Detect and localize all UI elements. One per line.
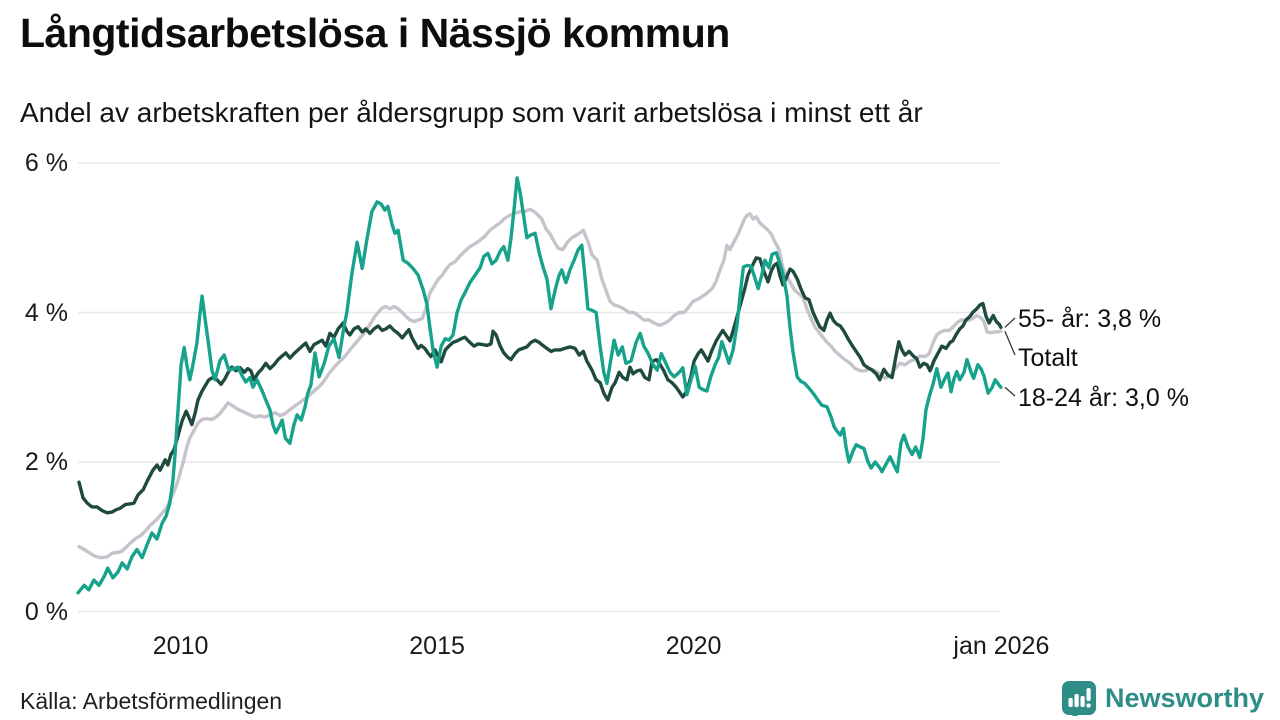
y-tick-label: 0 %: [24, 597, 68, 626]
source-credit: Källa: Arbetsförmedlingen: [20, 688, 283, 714]
bar-chart-exclamation-bubble-icon: [1061, 681, 1096, 716]
brand-logo: Newsworthy: [1061, 680, 1264, 716]
y-tick-label: 2 %: [24, 448, 68, 476]
label-connector: [1004, 317, 1016, 328]
x-tick-label: 2015: [409, 632, 465, 660]
page-title: Långtidsarbetslösa i Nässjö kommun: [20, 10, 730, 56]
y-tick-label: 4 %: [24, 298, 68, 327]
series-line-Totalt: [77, 207, 1003, 560]
x-tick-label: 2010: [152, 632, 209, 660]
x-tick-label: 2020: [665, 632, 722, 660]
brand-name: Newsworthy: [1104, 682, 1264, 713]
series-line-18-24 år: [76, 176, 1003, 595]
series-line-55- år: [77, 256, 1003, 515]
page-subtitle: Andel av arbetskraften per åldersgrupp s…: [20, 97, 923, 128]
x-tick-label: jan 2026: [953, 632, 1050, 660]
series-end-label-55: 55- år: 3,8 %: [1018, 305, 1162, 333]
y-tick-label: 6 %: [24, 149, 68, 177]
series-end-label-totalt: Totalt: [1018, 344, 1078, 372]
label-connector: [1004, 330, 1016, 356]
series-end-label-18-24: 18-24 år: 3,0 %: [1018, 384, 1189, 412]
label-connector: [1004, 386, 1016, 397]
